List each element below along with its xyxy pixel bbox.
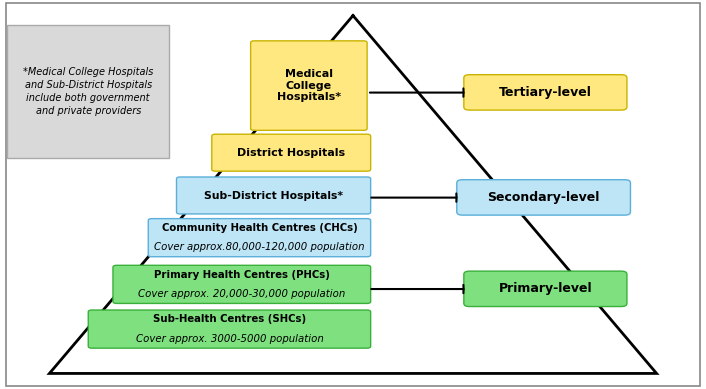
FancyBboxPatch shape	[113, 265, 371, 303]
Text: *Medical College Hospitals
and Sub-District Hospitals
include both government
an: *Medical College Hospitals and Sub-Distr…	[23, 67, 153, 116]
FancyBboxPatch shape	[176, 177, 371, 214]
FancyBboxPatch shape	[212, 134, 371, 171]
FancyBboxPatch shape	[251, 41, 367, 130]
FancyBboxPatch shape	[7, 25, 169, 158]
Text: Sub-District Hospitals*: Sub-District Hospitals*	[204, 191, 343, 201]
Text: Cover approx. 3000-5000 population: Cover approx. 3000-5000 population	[136, 334, 323, 344]
FancyBboxPatch shape	[464, 75, 627, 110]
Text: Community Health Centres (CHCs): Community Health Centres (CHCs)	[162, 223, 357, 233]
FancyBboxPatch shape	[464, 271, 627, 307]
Text: Cover approx. 20,000-30,000 population: Cover approx. 20,000-30,000 population	[138, 289, 345, 299]
Text: Sub-Health Centres (SHCs): Sub-Health Centres (SHCs)	[153, 314, 306, 324]
Text: Secondary-level: Secondary-level	[487, 191, 600, 204]
Text: Tertiary-level: Tertiary-level	[499, 86, 592, 99]
Text: Primary Health Centres (PHCs): Primary Health Centres (PHCs)	[154, 270, 330, 280]
Text: District Hospitals: District Hospitals	[237, 148, 345, 158]
Text: Primary-level: Primary-level	[498, 282, 592, 295]
Text: Medical
College
Hospitals*: Medical College Hospitals*	[277, 69, 341, 102]
FancyBboxPatch shape	[88, 310, 371, 348]
Text: Cover approx.80,000-120,000 population: Cover approx.80,000-120,000 population	[154, 242, 365, 252]
FancyBboxPatch shape	[148, 219, 371, 257]
FancyBboxPatch shape	[457, 180, 630, 215]
